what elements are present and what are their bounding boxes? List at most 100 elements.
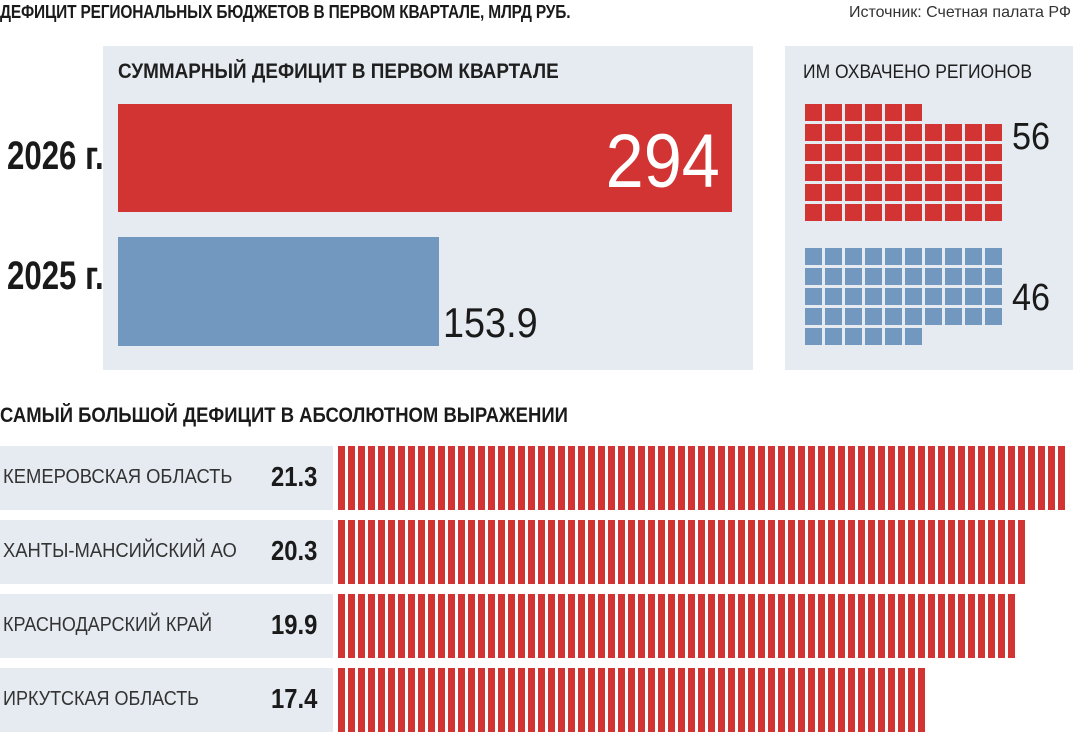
region-bar-segment (678, 594, 685, 658)
region-bar-segment (448, 520, 455, 584)
waffle-cell-2026 (845, 144, 862, 161)
region-bar-segment (598, 668, 605, 732)
region-bar-segment (718, 594, 725, 658)
region-bar-segment (1008, 594, 1015, 658)
region-bar-segment (798, 594, 805, 658)
region-bar-segment (918, 520, 925, 584)
region-bar-segment (818, 668, 825, 732)
waffle-cell-2026 (885, 124, 902, 141)
region-bar-segment (868, 594, 875, 658)
region-bar-segment (1038, 446, 1045, 510)
region-bar-segment (468, 594, 475, 658)
total-deficit-value-2026: 294 (605, 119, 720, 204)
region-bar-segment (478, 520, 485, 584)
waffle-cell-2025 (945, 268, 962, 285)
waffle-cell-2026 (805, 204, 822, 221)
region-bar-segment (528, 594, 535, 658)
region-bar-segment (818, 594, 825, 658)
region-bar-segment (408, 446, 415, 510)
region-bar-segment (468, 668, 475, 732)
region-bar-segment (738, 520, 745, 584)
waffle-cell-2026 (985, 124, 1002, 141)
waffle-cell-2025 (925, 308, 942, 325)
waffle-cell-2025 (825, 268, 842, 285)
region-bar-segment (578, 446, 585, 510)
region-bar-segment (348, 446, 355, 510)
year-label-2026: 2026 г. (7, 134, 104, 178)
waffle-cell-2026 (885, 184, 902, 201)
region-bar-segment (678, 668, 685, 732)
region-bar-segment (818, 446, 825, 510)
region-bar-segment (348, 668, 355, 732)
region-bar-segment (858, 446, 865, 510)
region-bar-segment (708, 594, 715, 658)
region-bar-segment (878, 594, 885, 658)
region-bar-segment (578, 520, 585, 584)
region-bar-segment (368, 668, 375, 732)
waffle-cell-2026 (865, 184, 882, 201)
region-bar-segment (418, 520, 425, 584)
region-bar-segment (438, 520, 445, 584)
region-bar-segment (528, 446, 535, 510)
region-name: ХАНТЫ-МАНСИЙСКИЙ АО (3, 540, 237, 562)
waffle-cell-2025 (905, 248, 922, 265)
region-bar-segment (838, 446, 845, 510)
region-bar-segment (708, 446, 715, 510)
waffle-cell-2026 (925, 204, 942, 221)
waffle-cell-2026 (885, 144, 902, 161)
region-bar-segment (1008, 446, 1015, 510)
region-bar-segment (558, 668, 565, 732)
region-bar-segment (998, 520, 1005, 584)
region-bar-segment (768, 594, 775, 658)
waffle-cell-2026 (925, 124, 942, 141)
region-bar-segment (858, 668, 865, 732)
region-bar-segment (538, 520, 545, 584)
region-bar-segment (518, 446, 525, 510)
region-bar-segment (778, 520, 785, 584)
waffle-cell-2025 (925, 268, 942, 285)
waffle-cell-2025 (825, 328, 842, 345)
waffle-cell-2026 (905, 184, 922, 201)
waffle-cell-2026 (845, 204, 862, 221)
region-bar-segment (428, 446, 435, 510)
region-value: 21.3 (271, 461, 318, 492)
region-bar-segment (788, 446, 795, 510)
region-bar-segment (888, 520, 895, 584)
region-bar-segment (488, 446, 495, 510)
waffle-cell-2025 (865, 288, 882, 305)
region-bar-segment (668, 446, 675, 510)
region-bar-segment (758, 446, 765, 510)
region-bar-segment (828, 520, 835, 584)
waffle-cell-2025 (865, 248, 882, 265)
region-bar-segment (698, 668, 705, 732)
region-bar-segment (828, 446, 835, 510)
waffle-cell-2026 (825, 124, 842, 141)
region-bar-segment (368, 520, 375, 584)
region-bar-segment (478, 446, 485, 510)
region-bar-segment (968, 446, 975, 510)
waffle-cell-2026 (965, 164, 982, 181)
region-bar-segment (848, 520, 855, 584)
waffle-cell-2025 (905, 268, 922, 285)
waffle-cell-2025 (905, 308, 922, 325)
total-deficit-heading: СУММАРНЫЙ ДЕФИЦИТ В ПЕРВОМ КВАРТАЛЕ (118, 60, 559, 83)
region-bar-segment (808, 668, 815, 732)
waffle-cell-2026 (845, 164, 862, 181)
region-bar-segment (758, 594, 765, 658)
waffle-cell-2026 (865, 204, 882, 221)
waffle-cell-2026 (825, 164, 842, 181)
region-bar-segment (348, 594, 355, 658)
region-bar-segment (808, 594, 815, 658)
waffle-cell-2026 (865, 164, 882, 181)
region-bar-segment (898, 668, 905, 732)
region-bar-segment (908, 520, 915, 584)
region-bar-segment (798, 520, 805, 584)
waffle-cell-2025 (825, 308, 842, 325)
region-bar-segment (678, 446, 685, 510)
waffle-cell-2026 (925, 184, 942, 201)
region-bar-segment (928, 520, 935, 584)
region-bar-segment (438, 594, 445, 658)
waffle-cell-2026 (905, 104, 922, 121)
region-bar-segment (898, 594, 905, 658)
waffle-cell-2025 (845, 288, 862, 305)
